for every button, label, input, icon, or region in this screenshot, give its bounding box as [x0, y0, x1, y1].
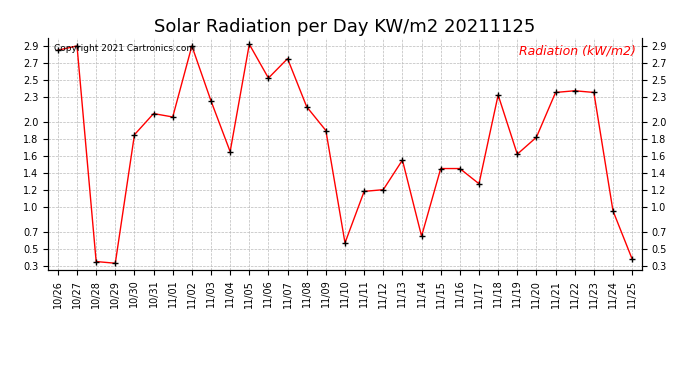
Text: Radiation (kW/m2): Radiation (kW/m2) [519, 45, 635, 57]
Text: Copyright 2021 Cartronics.com: Copyright 2021 Cartronics.com [55, 45, 195, 54]
Title: Solar Radiation per Day KW/m2 20211125: Solar Radiation per Day KW/m2 20211125 [155, 18, 535, 36]
